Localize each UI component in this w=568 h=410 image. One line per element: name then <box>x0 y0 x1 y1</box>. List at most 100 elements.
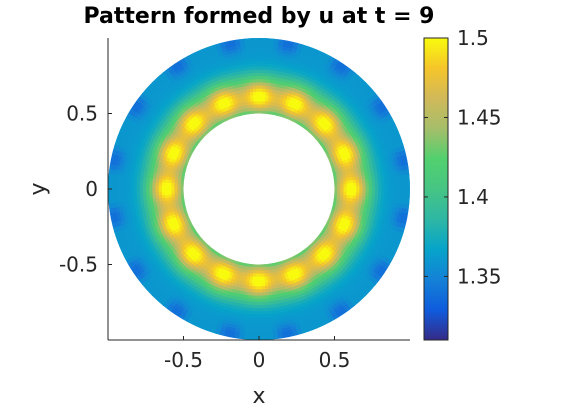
heatmap-cell <box>262 69 268 74</box>
heatmap-cell <box>374 180 379 186</box>
heatmap-cell <box>248 38 255 42</box>
heatmap-cell <box>170 188 175 193</box>
heatmap-cell <box>234 334 241 340</box>
heatmap-cell <box>262 59 268 64</box>
heatmap-cell <box>258 43 265 48</box>
heatmap-cell <box>258 298 264 303</box>
x-ticks: -0.5 0 0.5 <box>164 336 350 372</box>
heatmap-cell <box>108 203 113 210</box>
heatmap-cell <box>224 332 231 338</box>
heatmap-cell <box>365 188 370 193</box>
heatmap-cell <box>387 180 392 186</box>
heatmap-cell <box>261 91 266 96</box>
colorbar-gradient <box>424 38 448 340</box>
heatmap-cell <box>252 94 257 99</box>
heatmap-cell <box>154 191 159 197</box>
heatmap-cell <box>123 184 128 190</box>
heatmap-cell <box>173 183 178 187</box>
heatmap-cell <box>255 276 260 281</box>
heatmap-cell <box>251 84 257 89</box>
heatmap-cell <box>258 295 263 300</box>
heatmap-cell <box>384 184 389 190</box>
heatmap-cell <box>258 38 265 42</box>
heatmap-cell <box>390 193 395 199</box>
heatmap-cell <box>371 181 376 186</box>
heatmap-cell <box>258 283 263 287</box>
heatmap-cell <box>346 185 351 190</box>
heatmap-cell <box>158 182 163 187</box>
heatmap-cell <box>371 184 376 190</box>
heatmap-cell <box>346 194 351 199</box>
heatmap-cell <box>132 192 137 198</box>
heatmap-cell <box>249 53 255 58</box>
heatmap-cell <box>114 193 119 199</box>
heatmap-cell <box>287 40 294 46</box>
heatmap-cell <box>110 179 115 185</box>
heatmap-cell <box>151 192 156 197</box>
heatmap-cell <box>254 298 260 303</box>
heatmap-cell <box>356 185 360 190</box>
heatmap-cell <box>249 326 255 331</box>
heatmap-cell <box>145 192 150 197</box>
heatmap-cell <box>368 188 373 194</box>
heatmap-cell <box>255 273 260 278</box>
heatmap-cell <box>263 40 269 45</box>
heatmap-cell <box>403 159 409 166</box>
heatmap-cell <box>108 198 113 205</box>
heatmap-cell <box>405 198 410 205</box>
heatmap-cell <box>161 188 165 193</box>
heatmap-cell <box>117 188 121 194</box>
heatmap-cell <box>249 276 254 281</box>
heatmap-cell <box>349 188 354 193</box>
heatmap-cell <box>262 295 267 300</box>
heatmap-cell <box>258 317 264 322</box>
heatmap-cell <box>282 39 289 45</box>
heatmap-cell <box>249 40 255 45</box>
heatmap-cell <box>255 88 260 92</box>
heatmap-cell <box>254 317 260 322</box>
heatmap-cell <box>129 184 134 190</box>
heatmap-cell <box>164 188 169 193</box>
heatmap-cell <box>399 179 404 185</box>
heatmap-cell <box>151 188 156 193</box>
heatmap-cell <box>277 334 284 340</box>
heatmap-cell <box>261 289 267 294</box>
heatmap-cell <box>258 267 262 272</box>
heatmap-cell <box>337 188 342 192</box>
heatmap-cell <box>176 186 181 190</box>
heatmap-cell <box>397 188 401 194</box>
heatmap-cell <box>261 97 266 102</box>
heatmap-cell <box>393 193 398 199</box>
heatmap-cell <box>110 193 115 199</box>
heatmap-cell <box>405 203 410 210</box>
heatmap-cell <box>405 173 410 180</box>
heatmap-cell <box>129 192 134 198</box>
heatmap-cell <box>253 40 260 45</box>
heatmap-cell <box>139 180 144 186</box>
heatmap-cell <box>262 307 268 312</box>
heatmap-cell <box>258 330 265 335</box>
heatmap-cell <box>176 183 181 187</box>
heatmap-cell <box>255 91 260 95</box>
heatmap-cell <box>343 188 348 193</box>
heatmap-cell <box>132 180 137 186</box>
heatmap-cell <box>258 100 263 105</box>
heatmap-cell <box>253 264 257 268</box>
heatmap-cell <box>406 188 410 195</box>
heatmap-cell <box>251 289 257 294</box>
heatmap-cell <box>158 191 163 196</box>
heatmap-cell <box>359 185 364 190</box>
heatmap-cell <box>402 217 408 224</box>
heatmap-cell <box>261 100 266 105</box>
x-tick-label: 0 <box>253 348 266 372</box>
heatmap-cell <box>123 193 128 199</box>
heatmap-cell <box>403 212 409 219</box>
heatmap-cell <box>251 75 256 80</box>
heatmap-cell <box>258 59 264 64</box>
heatmap-cell <box>255 78 260 83</box>
heatmap-cell <box>368 192 373 197</box>
x-axis-label: x <box>252 384 265 409</box>
heatmap-cell <box>381 192 386 198</box>
heatmap-cell <box>110 154 116 161</box>
